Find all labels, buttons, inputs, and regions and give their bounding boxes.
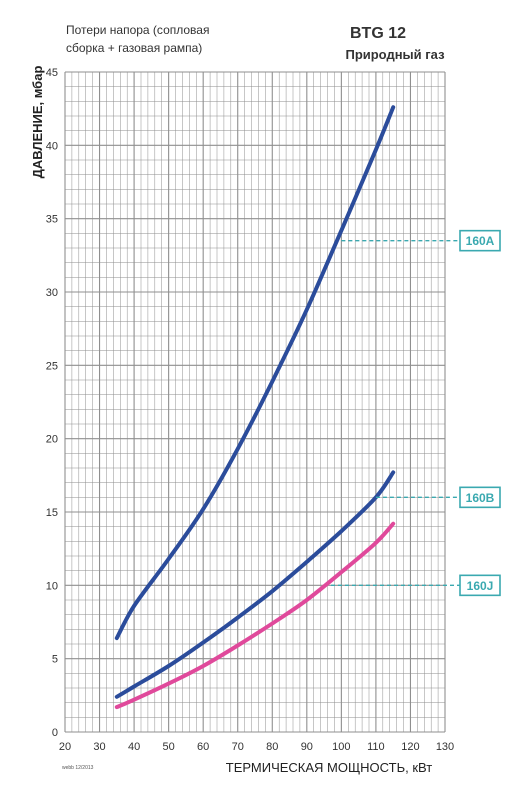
x-tick-label: 40 [128,741,140,753]
y-tick-label: 15 [46,507,58,519]
x-tick-label: 90 [301,741,313,753]
x-tick-label: 30 [93,741,105,753]
x-axis-label: ТЕРМИЧЕСКАЯ МОЩНОСТЬ, кВт [226,760,432,775]
tag-box-160b [459,486,501,509]
y-tick-label: 5 [52,654,58,666]
x-tick-label: 50 [163,741,175,753]
footer-code: webb 12/2013 [62,765,94,771]
y-tick-label: 25 [46,360,58,372]
tag-box-160j [459,574,501,597]
series-line-160b [114,470,396,699]
chart-note-line1: Потери напора (сопловая [66,23,209,37]
y-tick-label: 30 [46,287,58,299]
y-tick-label: 10 [46,580,58,592]
x-tick-label: 100 [332,741,350,753]
x-tick-label: 70 [232,741,244,753]
tag-label-160b: 160B [466,491,495,505]
x-tick-label: 20 [59,741,71,753]
fuel-type: Природный газ [345,47,445,62]
y-tick-label: 0 [52,727,58,739]
x-tick-label: 110 [367,741,385,753]
y-axis-ticks: 0 5 10 15 20 25 30 35 40 45 [46,67,58,739]
tag-box-160a [459,229,501,252]
y-tick-label: 35 [46,214,58,226]
series-tags: 160A 160B 160J [331,229,501,597]
series-lines [114,105,396,710]
y-axis-label: ДАВЛЕНИЕ, мбар [30,66,45,179]
y-tick-label: 45 [46,67,58,79]
tag-label-160j: 160J [467,579,494,593]
x-tick-label: 60 [197,741,209,753]
y-tick-label: 20 [46,434,58,446]
y-tick-label: 40 [46,140,58,152]
plot-grid [64,71,446,733]
model-title: BTG 12 [350,25,406,42]
series-line-160a [114,105,396,641]
x-tick-label: 130 [436,741,454,753]
tag-label-160a: 160A [466,234,495,248]
x-tick-label: 120 [401,741,419,753]
chart-note-line2: сборка + газовая рампа) [66,41,202,55]
x-axis-ticks: 20 30 40 50 60 70 80 90 100 110 120 130 [59,741,454,753]
series-line-160j [114,521,396,710]
x-tick-label: 80 [266,741,278,753]
